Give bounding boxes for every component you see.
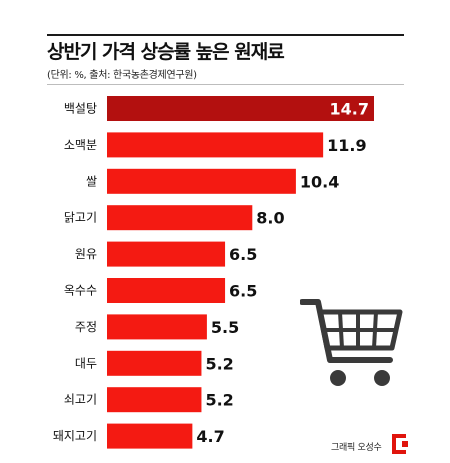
category-label: 쌀 bbox=[86, 174, 97, 188]
category-label: 원유 bbox=[75, 247, 97, 261]
bar bbox=[107, 314, 207, 340]
value-label: 14.7 bbox=[330, 100, 369, 119]
chart-subtitle: (단위: %, 출처: 한국농촌경제연구원) bbox=[47, 70, 197, 81]
bar bbox=[107, 205, 253, 231]
value-label: 4.7 bbox=[196, 427, 224, 446]
category-label: 소맥분 bbox=[64, 138, 97, 152]
value-label: 11.9 bbox=[327, 136, 366, 155]
bar bbox=[107, 423, 193, 449]
chart-title: 상반기 가격 상승률 높은 원재료 bbox=[47, 41, 285, 63]
value-label: 5.5 bbox=[211, 318, 239, 337]
value-label: 6.5 bbox=[229, 245, 257, 264]
brand-logo-icon bbox=[392, 434, 408, 454]
bar bbox=[107, 350, 202, 376]
graphic-credit: 그래픽 오성수 bbox=[331, 443, 382, 453]
category-label: 대두 bbox=[75, 356, 97, 370]
category-label: 옥수수 bbox=[64, 284, 97, 298]
top-rule bbox=[47, 34, 404, 36]
category-label: 쇠고기 bbox=[64, 393, 97, 407]
value-label: 5.2 bbox=[205, 354, 233, 373]
bar bbox=[107, 278, 226, 303]
header-divider bbox=[47, 84, 404, 85]
bar bbox=[107, 387, 202, 413]
category-label: 백설탕 bbox=[64, 102, 97, 116]
bar bbox=[107, 168, 296, 194]
value-label: 8.0 bbox=[256, 209, 284, 228]
value-label: 5.2 bbox=[205, 391, 233, 410]
category-label: 닭고기 bbox=[64, 211, 97, 225]
value-label: 10.4 bbox=[300, 172, 339, 191]
category-label: 돼지고기 bbox=[53, 429, 97, 443]
value-label: 6.5 bbox=[229, 282, 257, 301]
shopping-cart-icon bbox=[300, 299, 403, 386]
bar bbox=[107, 241, 226, 267]
bar bbox=[107, 96, 374, 121]
bar bbox=[107, 132, 324, 158]
category-label: 주정 bbox=[75, 320, 97, 334]
